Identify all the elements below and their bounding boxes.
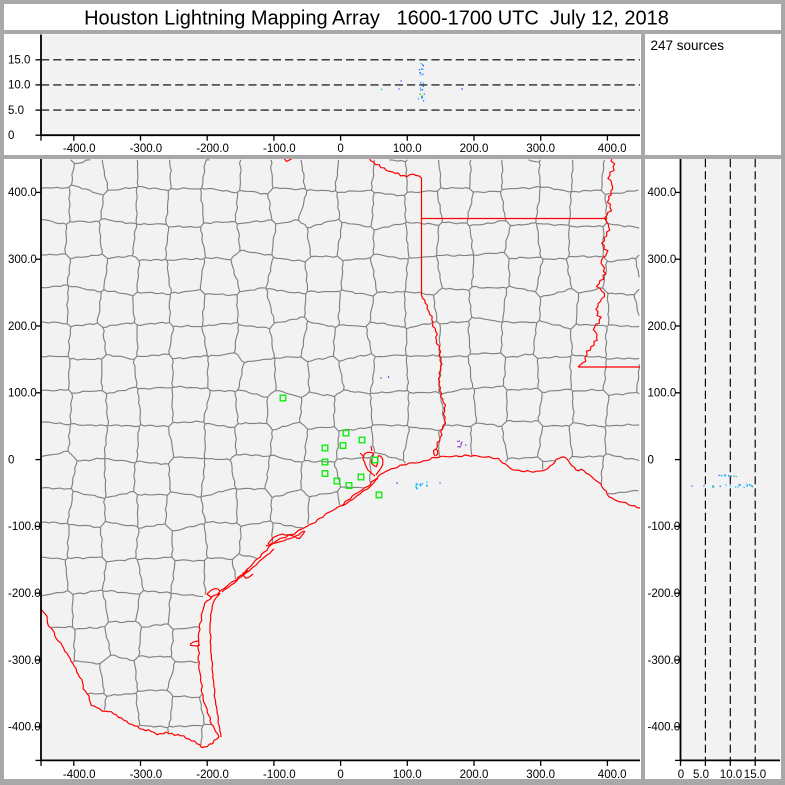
svg-text:200.0: 200.0 [460, 769, 489, 781]
svg-text:15.0: 15.0 [744, 769, 766, 781]
svg-text:-200.0: -200.0 [196, 769, 229, 781]
svg-text:100.0: 100.0 [8, 388, 37, 400]
svg-text:-100.0: -100.0 [263, 143, 296, 155]
svg-text:247 sources: 247 sources [651, 38, 725, 53]
svg-text:-200.0: -200.0 [648, 588, 681, 600]
svg-text:300.0: 300.0 [648, 254, 677, 266]
svg-text:-300.0: -300.0 [130, 143, 163, 155]
svg-text:5.0: 5.0 [693, 769, 709, 781]
svg-text:200.0: 200.0 [8, 321, 37, 333]
svg-text:400.0: 400.0 [598, 143, 627, 155]
svg-text:300.0: 300.0 [526, 143, 555, 155]
svg-text:-400.0: -400.0 [648, 722, 681, 734]
svg-text:100.0: 100.0 [393, 143, 422, 155]
svg-text:200.0: 200.0 [648, 321, 677, 333]
svg-text:200.0: 200.0 [460, 143, 489, 155]
svg-text:0: 0 [648, 454, 654, 466]
svg-text:10.0: 10.0 [8, 80, 30, 92]
svg-text:400.0: 400.0 [648, 187, 677, 199]
svg-text:-400.0: -400.0 [63, 143, 96, 155]
svg-text:100.0: 100.0 [648, 388, 677, 400]
svg-text:10.0: 10.0 [720, 769, 742, 781]
svg-text:300.0: 300.0 [526, 769, 555, 781]
svg-text:0: 0 [8, 130, 14, 142]
svg-text:0: 0 [337, 143, 343, 155]
svg-text:-200.0: -200.0 [196, 143, 229, 155]
svg-text:Houston Lightning Mapping Arra: Houston Lightning Mapping Array 1600-170… [84, 7, 669, 29]
svg-text:-400.0: -400.0 [8, 722, 41, 734]
svg-text:100.0: 100.0 [393, 769, 422, 781]
svg-text:-300.0: -300.0 [648, 655, 681, 667]
svg-text:-300.0: -300.0 [130, 769, 163, 781]
svg-text:-400.0: -400.0 [63, 769, 96, 781]
svg-text:0: 0 [678, 769, 684, 781]
svg-text:300.0: 300.0 [8, 254, 37, 266]
svg-text:-100.0: -100.0 [648, 521, 681, 533]
svg-text:-300.0: -300.0 [8, 655, 41, 667]
svg-text:5.0: 5.0 [8, 105, 24, 117]
svg-text:400.0: 400.0 [598, 769, 627, 781]
svg-text:400.0: 400.0 [8, 187, 37, 199]
svg-text:-100.0: -100.0 [263, 769, 296, 781]
svg-text:15.0: 15.0 [8, 55, 30, 67]
svg-text:-100.0: -100.0 [8, 521, 41, 533]
svg-text:-200.0: -200.0 [8, 588, 41, 600]
svg-text:0: 0 [8, 454, 14, 466]
svg-text:0: 0 [337, 769, 343, 781]
